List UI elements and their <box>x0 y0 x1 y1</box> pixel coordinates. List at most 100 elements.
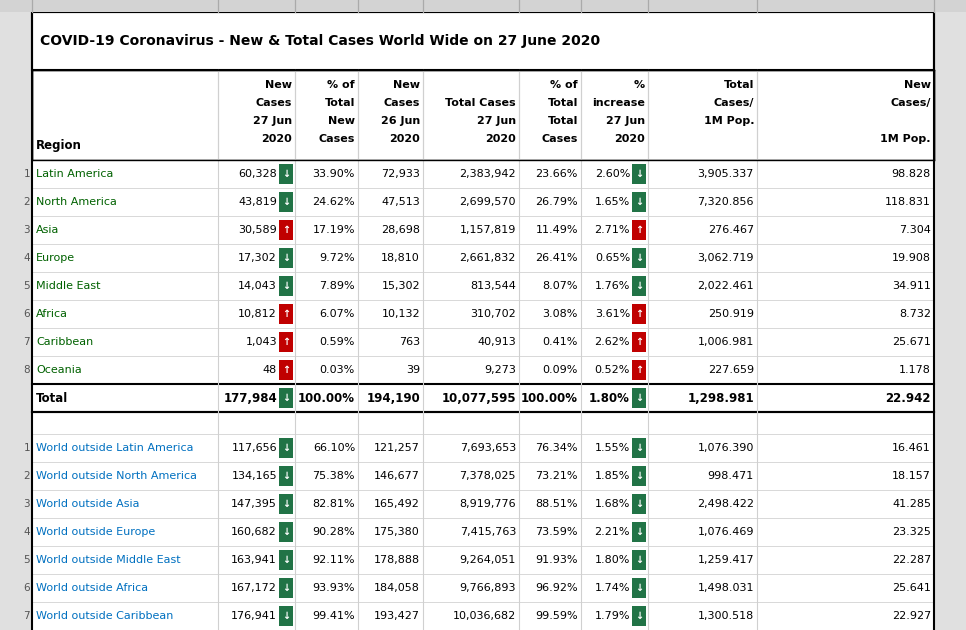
Bar <box>632 578 646 598</box>
Text: ↓: ↓ <box>282 583 290 593</box>
Text: ↑: ↑ <box>635 309 643 319</box>
Text: World outside Latin America: World outside Latin America <box>36 443 193 453</box>
Text: 117,656: 117,656 <box>232 443 277 453</box>
Bar <box>32 12 934 70</box>
Text: 41.285: 41.285 <box>892 499 931 509</box>
Text: 227.659: 227.659 <box>708 365 754 375</box>
Text: 8.732: 8.732 <box>899 309 931 319</box>
Text: ↑: ↑ <box>635 337 643 347</box>
Text: 1.85%: 1.85% <box>595 471 630 481</box>
Text: ↓: ↓ <box>635 253 643 263</box>
Bar <box>32 216 934 244</box>
Text: ↓: ↓ <box>635 443 643 453</box>
Text: 1,498.031: 1,498.031 <box>697 583 754 593</box>
Text: 2.60%: 2.60% <box>595 169 630 179</box>
Bar <box>279 494 293 514</box>
Text: ↓: ↓ <box>635 611 643 621</box>
Text: North America: North America <box>36 197 117 207</box>
Bar <box>0 0 966 12</box>
Text: ↓: ↓ <box>635 555 643 565</box>
Text: 2.71%: 2.71% <box>594 225 630 235</box>
Text: 22.942: 22.942 <box>886 391 931 404</box>
Text: 33.90%: 33.90% <box>313 169 355 179</box>
Text: 310,702: 310,702 <box>470 309 516 319</box>
Bar <box>632 276 646 296</box>
Text: 10,812: 10,812 <box>239 309 277 319</box>
Text: 176,941: 176,941 <box>231 611 277 621</box>
Text: ↓: ↓ <box>282 281 290 291</box>
Text: 7,378,025: 7,378,025 <box>460 471 516 481</box>
Text: 1.80%: 1.80% <box>595 555 630 565</box>
Text: 8: 8 <box>23 365 30 375</box>
Bar <box>32 518 934 546</box>
Text: 4: 4 <box>23 527 30 537</box>
Text: ↓: ↓ <box>635 169 643 179</box>
Bar <box>0 0 966 20</box>
Text: ↑: ↑ <box>635 365 643 375</box>
Text: 2,022.461: 2,022.461 <box>697 281 754 291</box>
Bar <box>279 466 293 486</box>
Text: 194,190: 194,190 <box>366 391 420 404</box>
Text: 40,913: 40,913 <box>477 337 516 347</box>
Text: 8,919,776: 8,919,776 <box>460 499 516 509</box>
Text: 2,699,570: 2,699,570 <box>460 197 516 207</box>
Bar <box>279 192 293 212</box>
Text: 184,058: 184,058 <box>374 583 420 593</box>
Text: 1.65%: 1.65% <box>595 197 630 207</box>
Text: 75.38%: 75.38% <box>312 471 355 481</box>
Text: 19.908: 19.908 <box>892 253 931 263</box>
Text: 1.74%: 1.74% <box>594 583 630 593</box>
Text: 76.34%: 76.34% <box>535 443 578 453</box>
Bar <box>632 494 646 514</box>
Text: ↑: ↑ <box>635 225 643 235</box>
Text: 2: 2 <box>23 471 30 481</box>
Text: 2.21%: 2.21% <box>594 527 630 537</box>
Text: 2020: 2020 <box>485 134 516 144</box>
Text: 250.919: 250.919 <box>708 309 754 319</box>
Text: 175,380: 175,380 <box>374 527 420 537</box>
Text: Total Cases: Total Cases <box>445 98 516 108</box>
Text: 15,302: 15,302 <box>382 281 420 291</box>
Bar <box>632 164 646 184</box>
Bar <box>32 70 934 160</box>
Text: 72,933: 72,933 <box>382 169 420 179</box>
Text: 82.81%: 82.81% <box>312 499 355 509</box>
Bar <box>632 304 646 324</box>
Text: 7,415,763: 7,415,763 <box>460 527 516 537</box>
Text: 73.59%: 73.59% <box>535 527 578 537</box>
Text: ↓: ↓ <box>635 471 643 481</box>
Text: New: New <box>393 80 420 90</box>
Text: 23.325: 23.325 <box>893 527 931 537</box>
Text: 998.471: 998.471 <box>708 471 754 481</box>
Bar <box>32 602 934 630</box>
Text: 10,036,682: 10,036,682 <box>453 611 516 621</box>
Text: 43,819: 43,819 <box>239 197 277 207</box>
Text: 0.65%: 0.65% <box>595 253 630 263</box>
Text: 1,259.417: 1,259.417 <box>697 555 754 565</box>
Text: increase: increase <box>592 98 645 108</box>
Bar <box>632 522 646 542</box>
Text: Total: Total <box>548 116 578 126</box>
Text: 0.52%: 0.52% <box>595 365 630 375</box>
Text: 813,544: 813,544 <box>470 281 516 291</box>
Text: ↓: ↓ <box>282 169 290 179</box>
Text: 1.55%: 1.55% <box>595 443 630 453</box>
Text: 3.61%: 3.61% <box>595 309 630 319</box>
Text: 66.10%: 66.10% <box>313 443 355 453</box>
Bar <box>279 388 293 408</box>
Bar <box>632 332 646 352</box>
Text: ↓: ↓ <box>282 555 290 565</box>
Bar <box>32 412 934 434</box>
Bar <box>32 272 934 300</box>
Text: 16.461: 16.461 <box>893 443 931 453</box>
Text: 22.927: 22.927 <box>892 611 931 621</box>
Text: 763: 763 <box>399 337 420 347</box>
Text: 276.467: 276.467 <box>708 225 754 235</box>
Text: 146,677: 146,677 <box>374 471 420 481</box>
Bar <box>32 356 934 384</box>
Text: 9,766,893: 9,766,893 <box>460 583 516 593</box>
Text: 26.79%: 26.79% <box>535 197 578 207</box>
Text: World outside Caribbean: World outside Caribbean <box>36 611 173 621</box>
Text: 1,076.469: 1,076.469 <box>697 527 754 537</box>
Text: 96.92%: 96.92% <box>535 583 578 593</box>
